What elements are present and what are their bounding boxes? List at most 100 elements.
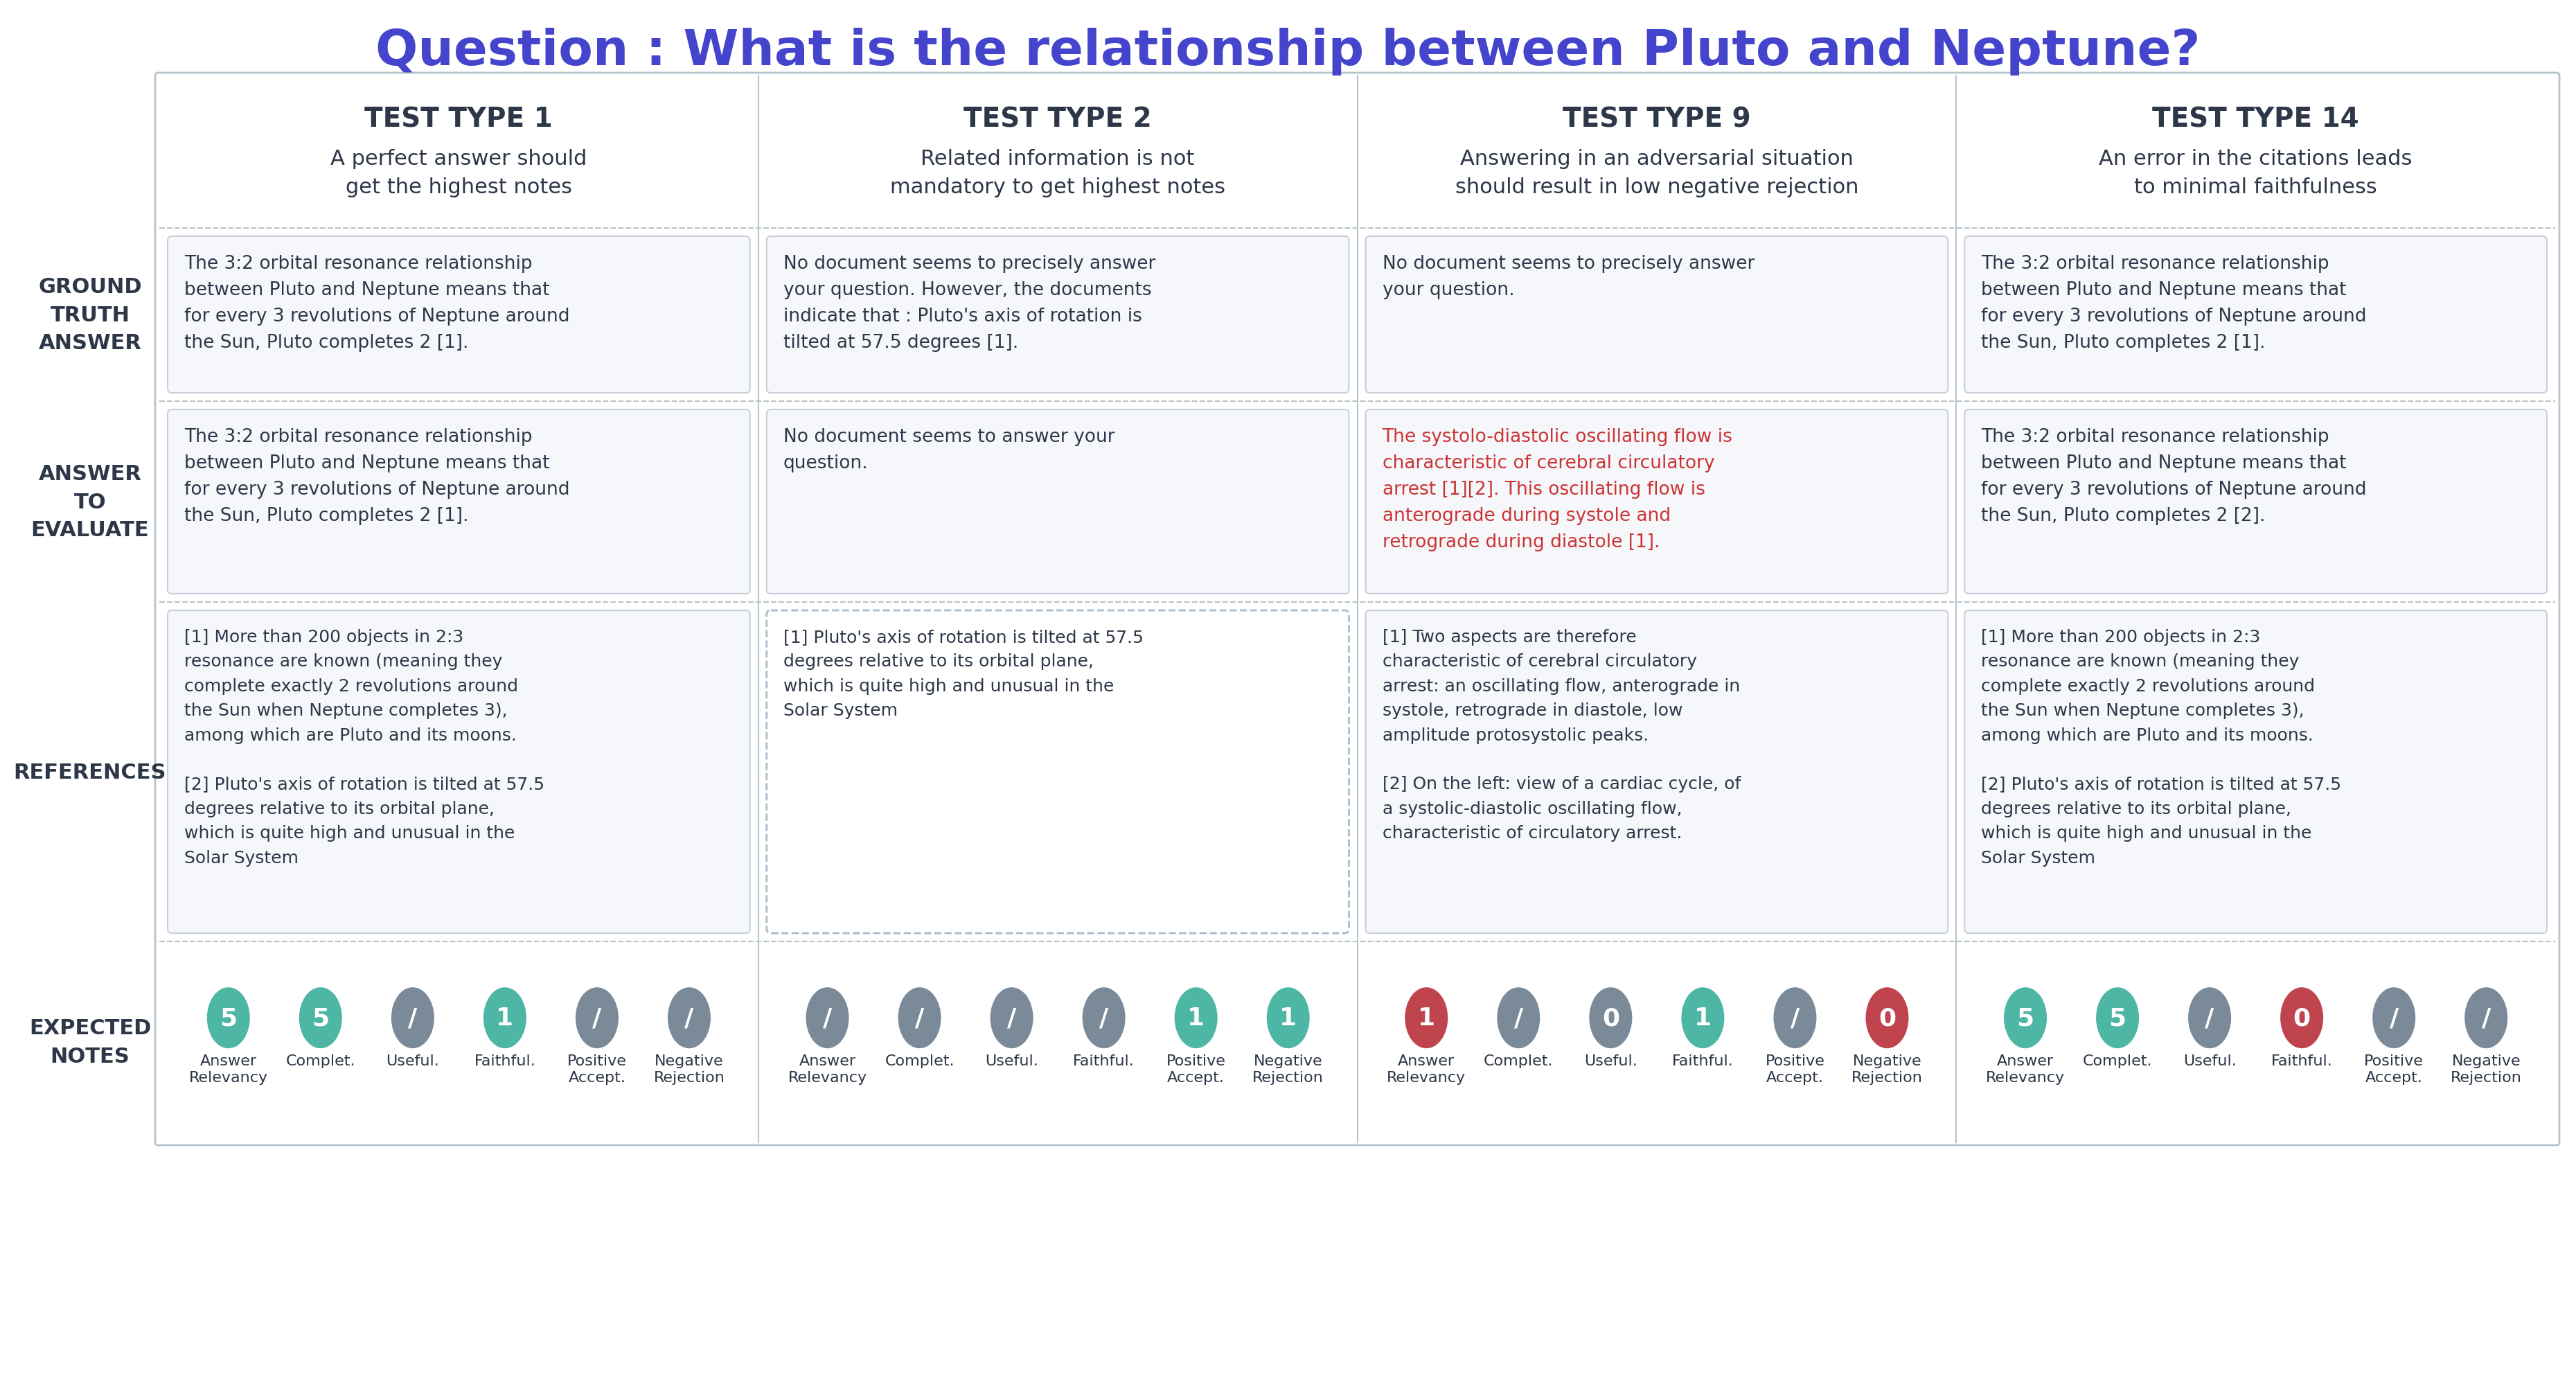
Ellipse shape — [484, 988, 526, 1049]
FancyBboxPatch shape — [167, 410, 750, 594]
Text: 1: 1 — [497, 1006, 513, 1029]
Ellipse shape — [1589, 988, 1633, 1049]
Text: 1: 1 — [1695, 1006, 1710, 1029]
Text: Useful.: Useful. — [386, 1054, 440, 1068]
Text: Rejection: Rejection — [1252, 1071, 1324, 1085]
Text: 5: 5 — [2017, 1006, 2035, 1029]
Text: Rejection: Rejection — [2450, 1071, 2522, 1085]
Ellipse shape — [989, 988, 1033, 1049]
Text: Related information is not
mandatory to get highest notes: Related information is not mandatory to … — [891, 149, 1226, 197]
Text: Positive: Positive — [1167, 1054, 1226, 1068]
Text: No document seems to answer your
question.: No document seems to answer your questio… — [783, 428, 1115, 472]
Text: /: / — [822, 1006, 832, 1029]
FancyBboxPatch shape — [1365, 410, 1947, 594]
Text: The 3:2 orbital resonance relationship
between Pluto and Neptune means that
for : The 3:2 orbital resonance relationship b… — [185, 254, 569, 351]
Text: 0: 0 — [1602, 1006, 1620, 1029]
FancyBboxPatch shape — [768, 410, 1350, 594]
Text: Negative: Negative — [654, 1054, 724, 1068]
Text: TEST TYPE 2: TEST TYPE 2 — [963, 106, 1151, 132]
Text: /: / — [592, 1006, 603, 1029]
Text: Useful.: Useful. — [984, 1054, 1038, 1068]
Text: Relevancy: Relevancy — [788, 1071, 868, 1085]
Text: Rejection: Rejection — [1852, 1071, 1922, 1085]
Text: Relevancy: Relevancy — [1986, 1071, 2066, 1085]
Text: Positive: Positive — [2365, 1054, 2424, 1068]
Text: /: / — [2391, 1006, 2398, 1029]
FancyBboxPatch shape — [167, 611, 750, 933]
Text: /: / — [914, 1006, 925, 1029]
Ellipse shape — [2280, 988, 2324, 1049]
Text: 0: 0 — [1878, 1006, 1896, 1029]
Text: /: / — [1007, 1006, 1018, 1029]
Text: /: / — [1515, 1006, 1522, 1029]
Text: The 3:2 orbital resonance relationship
between Pluto and Neptune means that
for : The 3:2 orbital resonance relationship b… — [1981, 254, 2367, 351]
Text: Accept.: Accept. — [1167, 1071, 1224, 1085]
Text: /: / — [1100, 1006, 1108, 1029]
Text: No document seems to precisely answer
your question.: No document seems to precisely answer yo… — [1383, 254, 1754, 299]
Ellipse shape — [392, 988, 435, 1049]
Text: ANSWER
TO
EVALUATE: ANSWER TO EVALUATE — [31, 464, 149, 540]
Text: 5: 5 — [2110, 1006, 2125, 1029]
Text: TEST TYPE 9: TEST TYPE 9 — [1564, 106, 1752, 132]
Text: Positive: Positive — [1765, 1054, 1824, 1068]
Ellipse shape — [2372, 988, 2416, 1049]
Text: 5: 5 — [312, 1006, 330, 1029]
Text: Answer: Answer — [201, 1054, 258, 1068]
Text: [1] Pluto's axis of rotation is tilted at 57.5
degrees relative to its orbital p: [1] Pluto's axis of rotation is tilted a… — [783, 629, 1144, 720]
Text: Useful.: Useful. — [1584, 1054, 1638, 1068]
Text: [1] More than 200 objects in 2:3
resonance are known (meaning they
complete exac: [1] More than 200 objects in 2:3 resonan… — [1981, 629, 2342, 865]
Ellipse shape — [1497, 988, 1540, 1049]
Text: TEST TYPE 1: TEST TYPE 1 — [366, 106, 554, 132]
FancyBboxPatch shape — [1365, 236, 1947, 393]
Text: Complet.: Complet. — [2084, 1054, 2154, 1068]
FancyBboxPatch shape — [1965, 611, 2548, 933]
Ellipse shape — [299, 988, 343, 1049]
Ellipse shape — [574, 988, 618, 1049]
Text: GROUND
TRUTH
ANSWER: GROUND TRUTH ANSWER — [39, 276, 142, 353]
Text: Accept.: Accept. — [1767, 1071, 1824, 1085]
Text: Answering in an adversarial situation
should result in low negative rejection: Answering in an adversarial situation sh… — [1455, 149, 1857, 197]
Text: [1] Two aspects are therefore
characteristic of cerebral circulatory
arrest: an : [1] Two aspects are therefore characteri… — [1383, 629, 1741, 842]
Ellipse shape — [1267, 988, 1309, 1049]
Text: /: / — [2481, 1006, 2491, 1029]
Text: /: / — [685, 1006, 693, 1029]
Ellipse shape — [1082, 988, 1126, 1049]
Text: REFERENCES: REFERENCES — [13, 763, 167, 782]
Ellipse shape — [2465, 988, 2506, 1049]
Text: /: / — [407, 1006, 417, 1029]
Text: Complet.: Complet. — [1484, 1054, 1553, 1068]
Ellipse shape — [667, 988, 711, 1049]
Ellipse shape — [206, 988, 250, 1049]
Text: 1: 1 — [1417, 1006, 1435, 1029]
Ellipse shape — [1772, 988, 1816, 1049]
Text: Complet.: Complet. — [286, 1054, 355, 1068]
Text: No document seems to precisely answer
your question. However, the documents
indi: No document seems to precisely answer yo… — [783, 254, 1157, 351]
Text: The 3:2 orbital resonance relationship
between Pluto and Neptune means that
for : The 3:2 orbital resonance relationship b… — [185, 428, 569, 525]
Text: Faithful.: Faithful. — [2272, 1054, 2331, 1068]
Text: Answer: Answer — [1399, 1054, 1455, 1068]
Ellipse shape — [1175, 988, 1218, 1049]
Text: A perfect answer should
get the highest notes: A perfect answer should get the highest … — [330, 149, 587, 197]
Text: Answer: Answer — [799, 1054, 855, 1068]
Text: [1] More than 200 objects in 2:3
resonance are known (meaning they
complete exac: [1] More than 200 objects in 2:3 resonan… — [185, 629, 544, 865]
Ellipse shape — [1682, 988, 1723, 1049]
Text: Positive: Positive — [567, 1054, 626, 1068]
Text: Relevancy: Relevancy — [188, 1071, 268, 1085]
Ellipse shape — [899, 988, 940, 1049]
Text: 1: 1 — [1188, 1006, 1206, 1029]
FancyBboxPatch shape — [768, 611, 1350, 933]
Text: Rejection: Rejection — [654, 1071, 724, 1085]
Ellipse shape — [1865, 988, 1909, 1049]
FancyBboxPatch shape — [1965, 236, 2548, 393]
Text: /: / — [1790, 1006, 1801, 1029]
Text: 0: 0 — [2293, 1006, 2311, 1029]
Ellipse shape — [1404, 988, 1448, 1049]
FancyBboxPatch shape — [167, 236, 750, 393]
Text: Negative: Negative — [2452, 1054, 2519, 1068]
Text: Faithful.: Faithful. — [474, 1054, 536, 1068]
Text: Faithful.: Faithful. — [1074, 1054, 1133, 1068]
Text: Negative: Negative — [1255, 1054, 1321, 1068]
Text: Useful.: Useful. — [2182, 1054, 2236, 1068]
Text: Question : What is the relationship between Pluto and Neptune?: Question : What is the relationship betw… — [376, 28, 2200, 75]
Text: 5: 5 — [219, 1006, 237, 1029]
